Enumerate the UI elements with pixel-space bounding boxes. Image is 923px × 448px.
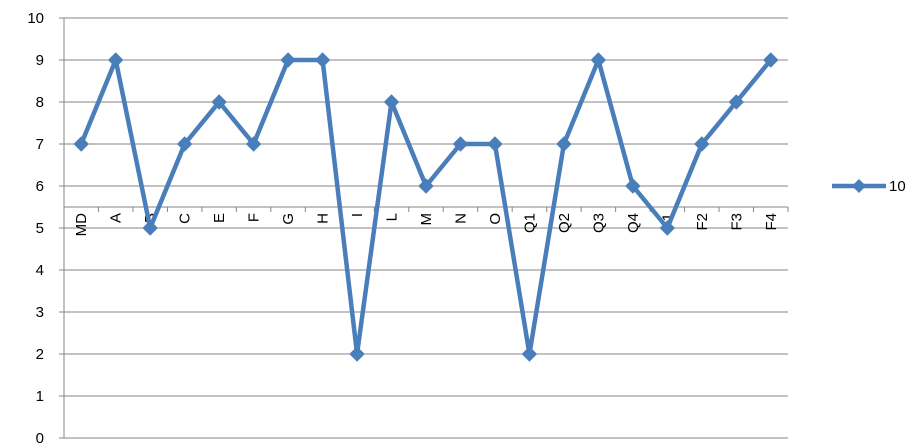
y-tick-label-10: 10 [27,10,44,27]
point-Q2 [556,136,572,152]
point-F4 [763,52,779,68]
point-Q3 [590,52,607,68]
x-tick-label-L: L [384,213,401,221]
point-F2 [694,136,710,152]
y-tick-label-4: 4 [36,262,44,279]
x-tick-label-E: E [211,213,228,223]
x-tick-label-F3: F3 [728,213,745,231]
x-tick-label-G: G [280,213,297,225]
y-tick-label-2: 2 [36,346,44,363]
x-tick-label-F4: F4 [763,213,780,231]
point-G [280,52,296,68]
point-F1 [659,220,676,236]
point-Q4 [625,178,641,194]
x-tick-label-Q4: Q4 [625,213,642,233]
x-tick-label-F2: F2 [694,213,711,231]
point-M [418,178,434,194]
x-tick-label-O: O [487,213,504,225]
y-tick-label-3: 3 [36,304,44,321]
legend-marker-swatch [852,179,866,193]
point-F [245,136,262,152]
y-tick-label-7: 7 [36,136,44,153]
point-I [349,346,365,362]
x-tick-label-N: N [452,213,469,224]
gridlines [64,17,788,439]
x-tick-label-Q3: Q3 [590,213,607,233]
y-tick-labels: 0 1 2 3 4 5 6 7 8 9 10 [27,10,44,447]
y-tick-label-5: 5 [36,220,44,237]
x-tick-label-H: H [315,213,332,224]
x-tick-label-M: M [418,213,435,226]
x-tick-label-Q2: Q2 [556,213,573,233]
point-E [211,94,227,110]
point-F3 [728,94,744,110]
point-A [108,52,124,68]
point-B [142,220,158,236]
point-N [452,136,469,152]
point-MD [73,136,89,152]
legend-label: 10 [889,178,906,195]
point-O [487,136,503,152]
x-tick-label-Q1: Q1 [521,213,538,233]
legend: 10 [832,178,906,195]
point-C [176,136,193,152]
x-tick-label-B: B [142,213,159,223]
y-tick-label-8: 8 [36,94,44,111]
y-tick-label-0: 0 [36,430,44,447]
y-axis [59,17,65,439]
series-group [73,52,779,362]
y-tick-label-1: 1 [36,388,44,405]
x-tick-label-A: A [108,213,125,223]
y-tick-label-9: 9 [36,52,44,69]
x-axis [63,206,789,212]
point-Q1 [521,346,538,362]
y-tick-label-6: 6 [36,178,44,195]
x-tick-label-MD: MD [73,213,90,236]
point-L [383,94,400,110]
x-tick-label-I: I [349,213,366,217]
x-tick-label-C: C [177,213,194,224]
x-tick-label-F: F [246,213,263,222]
point-H [314,52,331,68]
